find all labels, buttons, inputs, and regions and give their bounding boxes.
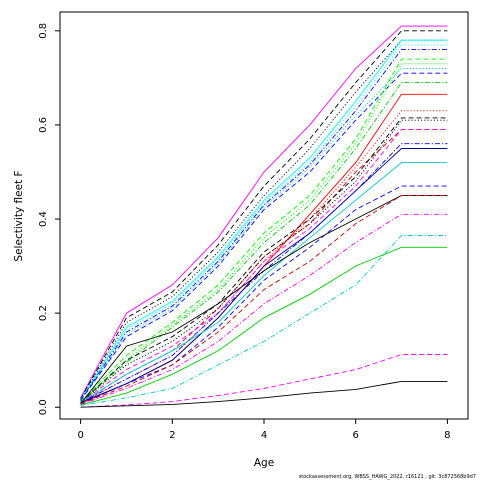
- series-line-20: [80, 162, 448, 403]
- y-tick-label: 0.8: [38, 23, 49, 39]
- series-line-10: [80, 63, 448, 402]
- series-line-11: [80, 82, 448, 403]
- series-line-7: [80, 68, 448, 401]
- series-line-24: [80, 213, 448, 405]
- series-line-17: [80, 129, 448, 403]
- y-tick-label: 0.4: [38, 211, 49, 227]
- series-line-27: [80, 354, 448, 408]
- y-tick-label: 0.0: [38, 399, 49, 415]
- y-tick-label: 0.2: [38, 305, 49, 321]
- series-line-28: [80, 380, 448, 408]
- series-line-4: [80, 39, 448, 400]
- x-tick-label: 4: [261, 430, 267, 441]
- series-line-9: [80, 58, 448, 402]
- x-tick-label: 8: [444, 430, 450, 441]
- series-line-22: [80, 195, 448, 404]
- y-tick-label: 0.6: [38, 117, 49, 133]
- series-line-23: [80, 195, 448, 405]
- series-line-6: [80, 49, 448, 401]
- series-line-19: [80, 143, 448, 403]
- series-line-5: [80, 44, 448, 400]
- y-axis-title: Selectivity fleet F: [13, 170, 25, 261]
- x-axis-title: Age: [254, 457, 274, 469]
- y-axis: 0.0 0.2 0.4 0.6 0.8: [38, 23, 60, 415]
- series-line-15: [80, 117, 448, 403]
- series-line-13: [80, 110, 448, 404]
- series-line-1: [80, 25, 448, 399]
- series-line-25: [80, 235, 448, 406]
- series-line-26: [80, 246, 448, 406]
- series-line-8: [80, 72, 448, 401]
- series-line-21: [80, 185, 448, 404]
- x-tick-label: 2: [169, 430, 175, 441]
- series-line-3: [80, 39, 448, 400]
- series-line-18: [80, 148, 448, 403]
- x-tick-label: 0: [77, 430, 83, 441]
- series-layer: [80, 25, 448, 408]
- series-line-14: [80, 129, 448, 404]
- x-tick-label: 6: [352, 430, 358, 441]
- footer-credit: stockassessment.org, WBSS_HAWG_2022, r16…: [299, 474, 476, 480]
- x-axis: 0 2 4 6 8: [77, 419, 451, 441]
